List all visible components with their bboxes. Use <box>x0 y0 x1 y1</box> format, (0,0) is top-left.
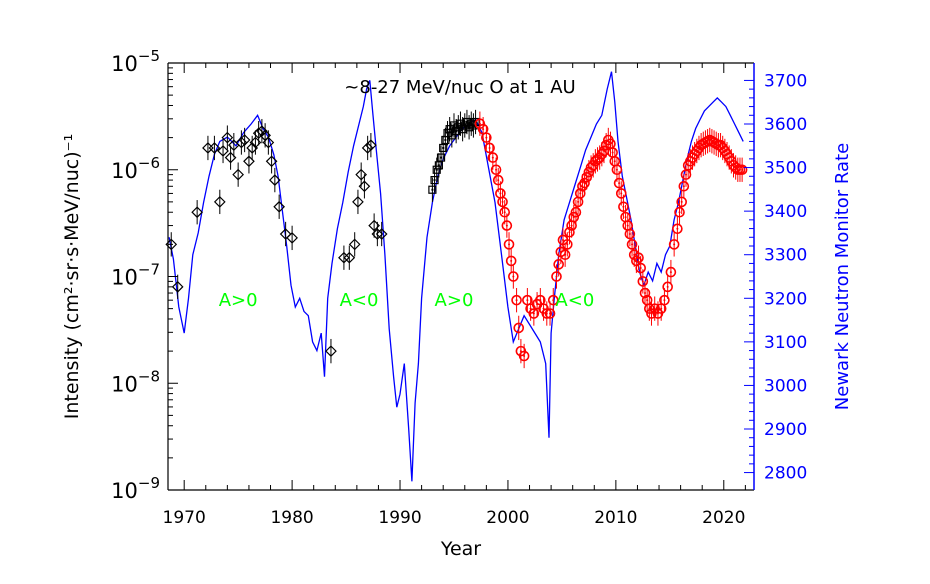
y-right-tick-label: 2900 <box>764 420 807 440</box>
y-left-tick-label: 10−7 <box>111 261 160 290</box>
axis-labels: ~8-27 MeV/nuc O at 1 AU Year Intensity (cm… <box>61 77 853 560</box>
data-point-circle-dot <box>615 181 627 206</box>
x-tick-label: 2010 <box>594 508 637 528</box>
data-point-circle-dot <box>497 189 508 215</box>
y-right-tick-label: 3400 <box>764 202 807 222</box>
data-point-diamond <box>325 338 337 364</box>
data-point-diamond <box>232 162 244 187</box>
x-axis-label: Year <box>440 538 481 560</box>
data-point-circle-dot <box>736 157 748 182</box>
y-left-axis-label: Intensity (cm²·sr·s·MeV/nuc)⁻¹ <box>61 134 83 420</box>
data-point-circle-dot <box>513 315 525 341</box>
data-point-square <box>434 153 443 178</box>
data-point-circle-dot <box>490 157 502 182</box>
data-point-diamond <box>375 221 388 247</box>
y-right-tick-label: 3000 <box>764 376 807 396</box>
data-point-diamond <box>171 274 184 300</box>
data-point-square <box>439 135 448 161</box>
solar-polarity-annotations: A>0 A<0 A>0 A<0 <box>219 290 595 311</box>
y-right-axis-label: Newark Neutron Monitor Rate <box>832 143 853 410</box>
data-point-diamond <box>365 132 377 158</box>
data-point-square <box>436 145 446 170</box>
data-point-circle-dot <box>613 170 625 196</box>
data-point-diamond <box>355 162 368 187</box>
data-point-circle-dot <box>611 157 623 182</box>
x-tick-label: 1980 <box>270 508 313 528</box>
data-point-diamond <box>273 194 286 219</box>
data-point-circle-dot <box>492 167 504 193</box>
x-tick-label: 2000 <box>486 508 529 528</box>
data-point-circle-dot <box>528 301 540 326</box>
oxygen-intensity-series <box>165 109 748 369</box>
data-point-diamond <box>348 232 361 257</box>
data-point-diamond <box>213 189 226 215</box>
data-point-diamond <box>286 225 298 251</box>
data-point-diamond <box>268 167 281 193</box>
polarity-annotation: A>0 <box>435 290 474 311</box>
data-point-circle-dot <box>570 200 582 225</box>
data-point-circle-dot <box>499 200 511 225</box>
data-point-circle-dot <box>559 242 571 267</box>
x-tick-label: 1970 <box>163 508 206 528</box>
data-point-diamond <box>279 221 292 247</box>
data-point-circle-dot <box>626 232 638 257</box>
data-point-circle-dot <box>544 301 556 326</box>
data-point-circle-dot <box>633 245 644 270</box>
polarity-annotation: A<0 <box>555 290 594 311</box>
data-point-diamond <box>217 138 229 164</box>
data-point-circle-dot <box>668 232 680 257</box>
data-point-square <box>430 167 439 193</box>
data-point-diamond <box>358 174 371 199</box>
data-point-circle-dot <box>672 216 683 241</box>
data-point-diamond <box>221 125 234 150</box>
data-point-diamond <box>238 127 251 153</box>
data-point-circle-dot <box>505 248 517 274</box>
x-tick-label: 1990 <box>378 508 421 528</box>
data-point-circle-dot <box>564 220 575 245</box>
y-right-tick-label: 3200 <box>764 289 807 309</box>
data-point-circle-dot <box>662 274 673 300</box>
data-point-circle-dot <box>639 280 651 306</box>
y-left-tick-label: 10−8 <box>111 367 160 396</box>
data-point-diamond <box>343 245 356 270</box>
chart-title: ~8-27 MeV/nuc O at 1 AU <box>344 77 575 98</box>
data-point-circle-dot <box>518 343 530 369</box>
y-right-tick-label: 3500 <box>764 159 807 179</box>
y-right-tick-label: 3700 <box>764 71 807 91</box>
data-point-diamond <box>262 130 275 155</box>
y-right-tick-label: 2800 <box>764 464 807 484</box>
data-point-square <box>428 177 437 202</box>
y-left-tick-label: 10−6 <box>111 154 160 183</box>
data-point-diamond <box>191 200 203 225</box>
data-point-circle-dot <box>508 264 519 289</box>
data-point-circle-dot <box>501 213 513 238</box>
data-point-circle-dot <box>503 232 515 257</box>
data-point-circle-dot <box>484 135 495 161</box>
data-point-diamond <box>265 149 278 174</box>
data-point-diamond <box>352 189 364 215</box>
data-point-circle-dot <box>676 189 687 215</box>
y-right-tick-label: 3300 <box>764 246 807 266</box>
data-point-circle-dot <box>511 288 522 313</box>
data-point-circle-dot <box>618 194 629 219</box>
data-point-diamond <box>208 135 221 161</box>
data-point-circle-dot <box>592 147 603 172</box>
data-point-circle-dot <box>659 288 670 313</box>
data-point-circle-dot <box>635 255 646 281</box>
data-point-circle-dot <box>674 200 685 225</box>
y-right-tick-label: 3600 <box>764 115 807 135</box>
data-point-diamond <box>202 135 214 161</box>
polarity-annotation: A<0 <box>340 290 379 311</box>
y-right-tick-label: 3100 <box>764 333 807 353</box>
y-left-tick-label: 10−9 <box>111 474 160 503</box>
data-point-circle-dot <box>624 221 636 247</box>
data-point-circle-dot <box>665 259 677 285</box>
y-left-tick-label: 10−5 <box>111 47 160 76</box>
plot-frame: 1970 1980 1990 2000 2010 2020 10−5 10−6 10−7 10−8… <box>111 47 807 528</box>
data-point-circle-dot <box>547 288 559 313</box>
polarity-annotation: A>0 <box>219 290 258 311</box>
x-tick-label: 2020 <box>702 508 745 528</box>
data-point-square <box>447 123 456 148</box>
